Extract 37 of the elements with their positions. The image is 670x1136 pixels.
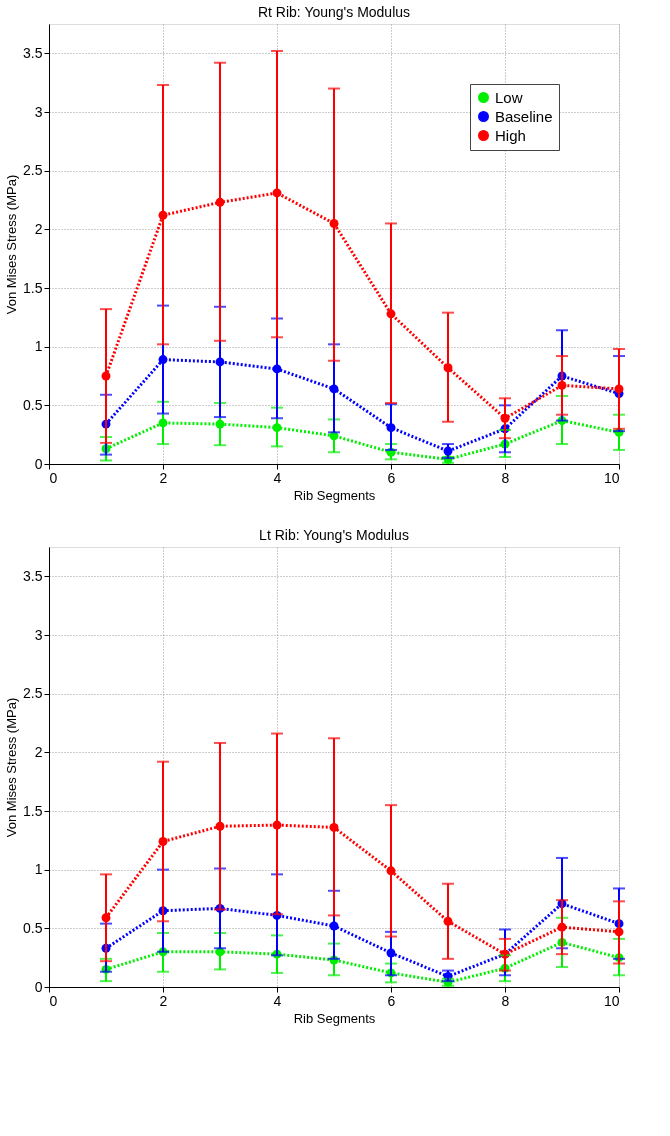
y-tick-label: 3.5	[23, 567, 43, 584]
x-tick-label: 0	[49, 469, 58, 486]
legend-label: Low	[495, 88, 523, 106]
y-tick-label: 0	[34, 455, 43, 472]
y-tick-label: 1	[34, 861, 43, 878]
y-tick-label: 0.5	[23, 919, 43, 936]
x-tick-label: 6	[387, 469, 396, 486]
y-axis-title: Von Mises Stress (MPa)	[4, 697, 20, 838]
x-axis-title: Rib Segments	[293, 487, 376, 503]
x-tick-label: 0	[49, 992, 58, 1009]
x-tick-label: 4	[273, 469, 282, 486]
y-tick-label: 3.5	[23, 44, 43, 61]
x-tick-label: 10	[603, 992, 620, 1009]
legend-label: High	[495, 126, 526, 144]
legend-label: Baseline	[495, 107, 553, 125]
x-tick-label: 10	[603, 469, 620, 486]
y-tick-label: 1.5	[23, 279, 43, 296]
y-tick-label: 0	[34, 978, 43, 995]
y-tick-label: 1	[34, 338, 43, 355]
x-tick-label: 6	[387, 992, 396, 1009]
y-tick-label: 2.5	[23, 685, 43, 702]
y-tick-label: 1.5	[23, 802, 43, 819]
x-tick-label: 2	[159, 469, 168, 486]
y-tick-label: 0.5	[23, 396, 43, 413]
y-tick-label: 2	[34, 743, 43, 760]
y-tick-label: 3	[34, 103, 43, 120]
y-tick-label: 2.5	[23, 162, 43, 179]
chart-title: Lt Rib: Young's Modulus	[259, 527, 409, 543]
y-tick-label: 3	[34, 626, 43, 643]
x-tick-label: 4	[273, 992, 282, 1009]
x-tick-label: 8	[501, 469, 510, 486]
x-tick-label: 2	[159, 992, 168, 1009]
chart-title: Rt Rib: Young's Modulus	[257, 4, 411, 20]
x-tick-label: 8	[501, 992, 510, 1009]
x-axis-title: Rib Segments	[293, 1010, 376, 1026]
y-axis-title: Von Mises Stress (MPa)	[4, 174, 20, 315]
y-tick-label: 2	[34, 220, 43, 237]
